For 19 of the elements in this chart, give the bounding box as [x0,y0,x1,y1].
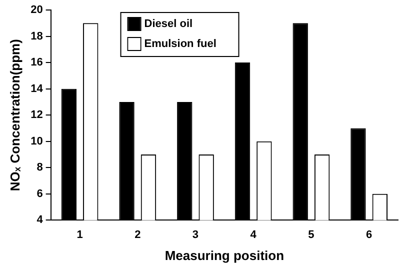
y-tick-label: 14 [30,82,44,95]
x-tick-label: 6 [366,228,372,241]
y-tick-label: 10 [30,135,43,148]
x-tick-label: 4 [250,228,258,241]
x-tick-label: 5 [308,228,314,241]
y-tick-label: 6 [36,188,43,200]
y-tick-label: 12 [30,109,43,122]
y-tick-label: 16 [30,56,43,69]
x-axis-title: Measuring position [164,248,284,263]
x-tick-label: 2 [134,228,141,241]
y-tick-label: 20 [30,4,43,16]
y-tick-label: 18 [30,30,43,42]
x-tick-label: 1 [76,228,83,241]
x-tick-label: 3 [192,228,199,241]
legend-label: Diesel oil [144,18,193,30]
y-axis-title: NOₓ Concentration(ppm) [7,39,22,192]
y-tick-label: 4 [36,214,44,226]
legend-label: Emulsion fuel [144,38,216,50]
y-tick-label: 8 [36,162,43,174]
